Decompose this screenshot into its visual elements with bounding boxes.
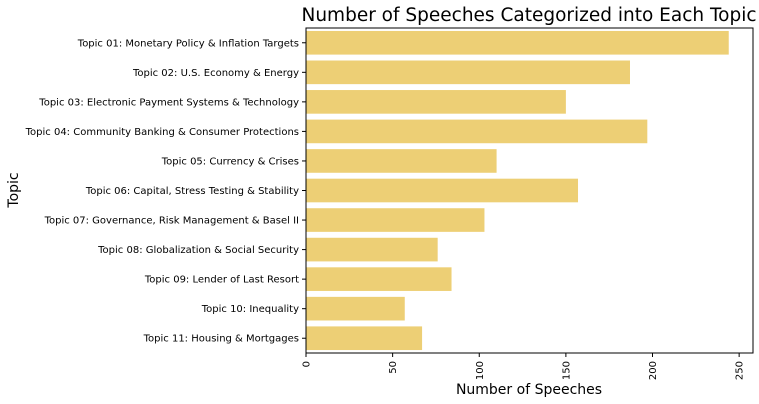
- y-tick-label: Topic 08: Globalization & Social Securit…: [97, 245, 299, 256]
- bar: [306, 30, 729, 55]
- chart-title: Number of Speeches Categorized into Each…: [301, 5, 756, 26]
- bar: [306, 326, 423, 351]
- x-tick-label: 250: [735, 361, 746, 380]
- y-tick-label: Topic 09: Lender of Last Resort: [144, 275, 299, 286]
- bar: [306, 60, 630, 85]
- x-tick-label: 100: [475, 361, 486, 380]
- y-tick-label: Topic 04: Community Banking & Consumer P…: [25, 127, 299, 138]
- x-tick-label: 50: [388, 361, 399, 374]
- y-axis-ticks: Topic 01: Monetary Policy & Inflation Ta…: [25, 38, 306, 345]
- bar: [306, 178, 579, 203]
- y-tick-label: Topic 11: Housing & Mortgages: [143, 334, 299, 345]
- x-axis-label: Number of Speeches: [456, 382, 602, 398]
- y-tick-label: Topic 05: Currency & Crises: [161, 156, 299, 167]
- y-tick-label: Topic 10: Inequality: [201, 304, 299, 315]
- y-tick-label: Topic 06: Capital, Stress Testing & Stab…: [85, 186, 299, 197]
- y-tick-label: Topic 07: Governance, Risk Management & …: [44, 216, 299, 227]
- x-tick-label: 0: [302, 361, 313, 367]
- bar: [306, 90, 566, 114]
- bar: [306, 267, 452, 291]
- y-tick-label: Topic 03: Electronic Payment Systems & T…: [38, 97, 299, 108]
- bar: [306, 119, 648, 144]
- y-axis-label: Topic: [6, 172, 22, 208]
- x-tick-label: 200: [648, 361, 659, 380]
- y-tick-label: Topic 02: U.S. Economy & Energy: [132, 68, 299, 79]
- bar: [306, 237, 438, 262]
- bar: [306, 208, 485, 232]
- bar: [306, 149, 497, 173]
- x-tick-label: 150: [561, 361, 572, 380]
- bar: [306, 296, 405, 321]
- y-tick-label: Topic 01: Monetary Policy & Inflation Ta…: [77, 38, 299, 49]
- plot-frame: [305, 27, 754, 354]
- bars: [306, 30, 729, 351]
- x-axis-ticks: 0 50 100 150 200 250: [302, 353, 746, 380]
